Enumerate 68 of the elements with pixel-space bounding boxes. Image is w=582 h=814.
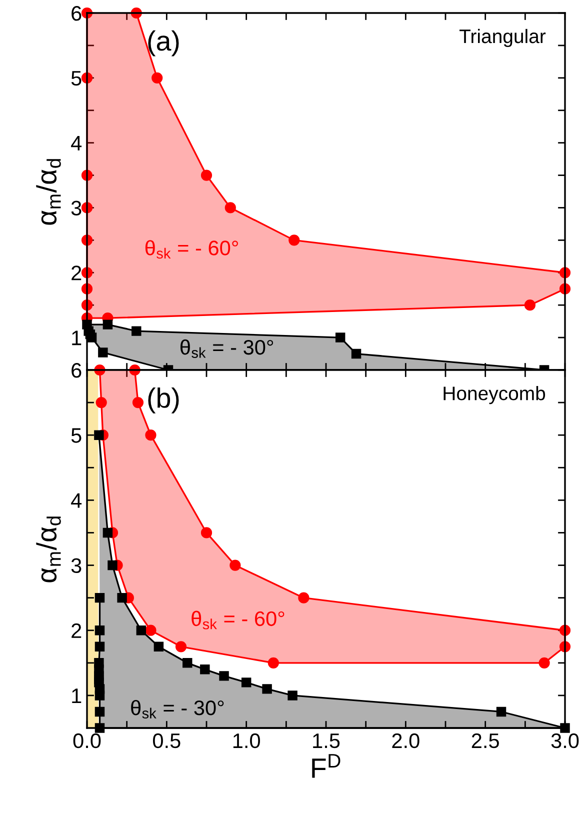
point (96, 396, 107, 408)
point (94, 626, 105, 636)
annotation: (a) (148, 30, 179, 56)
point (98, 348, 108, 358)
x-tick-label: 2.0 (392, 733, 420, 748)
point (102, 528, 113, 538)
point (335, 332, 346, 342)
point (94, 706, 105, 717)
point (288, 690, 298, 700)
y-tick-label: 2 (72, 623, 82, 638)
annotation: θ$_{sk}$ = - 60° (192, 610, 284, 630)
y-tick-label: 3 (71, 200, 82, 216)
x-axis-title: F$^{D}$ (312, 754, 340, 778)
x-tick-label: 1.5 (313, 734, 340, 748)
point (200, 664, 210, 674)
y-tick-label: 4 (71, 136, 82, 150)
point (288, 234, 300, 246)
x-tick-label: 3.0 (551, 733, 579, 748)
point (524, 300, 536, 311)
point (351, 348, 362, 359)
annotation: θ$_{sk}$ = - 30° (180, 339, 274, 358)
point (224, 202, 236, 214)
annotation: θ$_{sk}$ = - 30° (131, 700, 224, 718)
y-axis-title: α$_{m}$/α$_{d}$ (36, 516, 61, 582)
y-tick-label: 3 (71, 558, 82, 574)
y-tick-label: 6 (72, 363, 82, 378)
point (298, 592, 310, 604)
point (262, 684, 272, 694)
point (182, 658, 192, 668)
point (132, 326, 142, 336)
point (94, 430, 104, 440)
point (94, 658, 104, 668)
point (132, 396, 144, 408)
annotation: Triangular (460, 28, 546, 48)
y-tick-label: 6 (72, 6, 82, 21)
point (200, 170, 212, 181)
annotation: θ$_{sk}$ = - 60° (145, 240, 238, 259)
y-tick-label: 1 (72, 688, 82, 704)
y-axis-title: α$_{m}$/α$_{d}$ (36, 159, 61, 225)
point (136, 626, 146, 636)
annotation: Honeycomb (444, 386, 546, 404)
y-tick-label: 5 (71, 71, 82, 86)
annotation: (b) (148, 387, 179, 414)
y-tick-label: 4 (71, 493, 82, 508)
point (145, 624, 156, 636)
y-tick-label: 5 (71, 428, 82, 443)
point (94, 592, 105, 603)
point (94, 642, 105, 652)
y-tick-label: 2 (72, 266, 82, 280)
point (496, 706, 506, 717)
point (152, 72, 163, 84)
point (200, 527, 212, 538)
point (538, 657, 550, 668)
x-tick-label: 2.5 (472, 733, 499, 748)
point (108, 560, 118, 570)
point (102, 320, 113, 330)
x-tick-label: 0.0 (73, 733, 101, 748)
x-tick-label: 0.5 (153, 733, 180, 748)
point (241, 678, 252, 688)
point (154, 642, 164, 652)
point (117, 592, 127, 603)
point (175, 641, 187, 652)
point (219, 671, 229, 681)
point (145, 430, 156, 441)
y-tick-label: 1 (72, 330, 82, 346)
point (230, 560, 241, 571)
point (268, 657, 279, 668)
x-tick-label: 1.0 (233, 733, 260, 748)
